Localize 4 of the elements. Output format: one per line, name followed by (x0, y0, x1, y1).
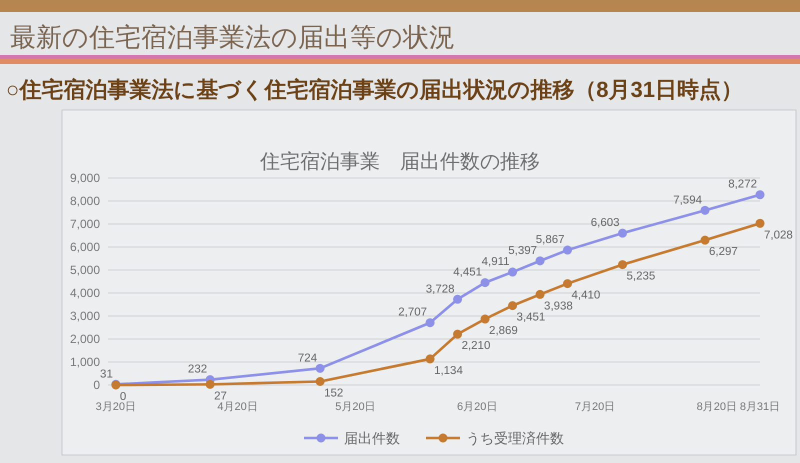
legend-label: 届出件数 (344, 430, 400, 446)
legend-label: うち受理済件数 (466, 430, 564, 446)
subtitle: ○住宅宿泊事業法に基づく住宅宿泊事業の届出状況の推移（8月31日時点） (6, 77, 743, 102)
title: 最新の住宅宿泊事業法の届出等の状況 (10, 22, 455, 52)
